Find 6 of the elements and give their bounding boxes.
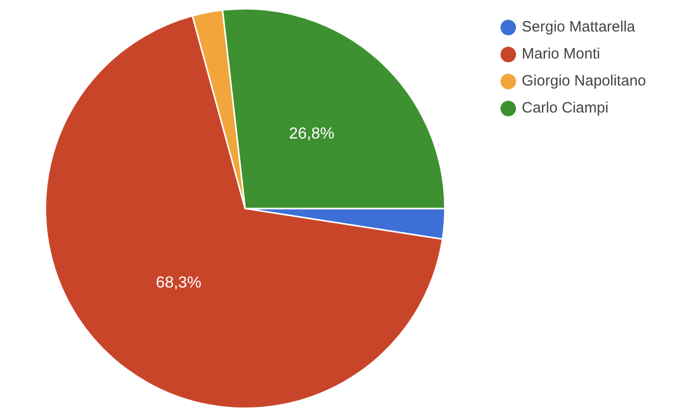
legend-label: Sergio Mattarella	[522, 18, 636, 36]
legend-label: Carlo Ciampi	[522, 100, 608, 117]
data-label: 68,3%	[156, 274, 202, 292]
legend-label: Mario Monti	[522, 46, 600, 63]
data-label: 26,8%	[288, 125, 334, 142]
legend-label: Giorgio Napolitano	[522, 72, 646, 90]
